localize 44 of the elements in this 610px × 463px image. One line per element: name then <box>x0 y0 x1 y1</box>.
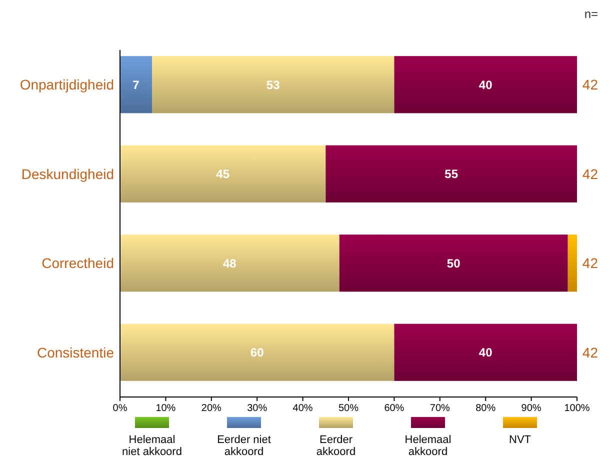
legend-label: NVT <box>509 434 532 446</box>
legend-label: Eerder niet akkoord <box>217 434 271 458</box>
x-tick-label: 20% <box>201 403 222 414</box>
bar <box>394 324 577 381</box>
x-tick-label: 60% <box>384 403 404 414</box>
text: n= <box>584 7 598 21</box>
x-tick-label: 90% <box>521 403 542 414</box>
bar <box>120 324 394 381</box>
data-label: 53 <box>266 78 280 92</box>
text: 42 <box>582 166 598 182</box>
y-tick-label: Consistentie <box>36 344 114 360</box>
bar <box>120 234 340 292</box>
bar <box>120 56 152 114</box>
bar <box>339 234 568 292</box>
data-label: 7 <box>132 78 140 92</box>
bar <box>152 56 394 114</box>
bar <box>568 234 577 292</box>
legend-label: Helemaal akkoord <box>404 434 452 458</box>
x-tick-label: 70% <box>430 403 450 414</box>
x-tick-label: 50% <box>338 403 359 414</box>
x-tick-label: 10% <box>156 403 176 414</box>
x-tick-label: 0% <box>112 403 128 414</box>
data-label: 50 <box>446 256 461 270</box>
x-tick-label: 30% <box>247 403 268 414</box>
text: 42 <box>582 76 598 93</box>
bar <box>394 56 577 114</box>
bar <box>326 145 577 202</box>
data-label: 48 <box>223 256 237 270</box>
data-label: 40 <box>478 346 493 360</box>
y-tick-label: Correctheid <box>42 255 114 272</box>
data-label: 60 <box>250 346 264 360</box>
text: 42 <box>582 344 598 360</box>
text: 42 <box>582 255 598 272</box>
data-label: 45 <box>216 167 230 182</box>
y-tick-label: Deskundigheid <box>21 166 114 182</box>
legend-label: Eerder akkoord <box>316 434 356 458</box>
data-label: 40 <box>478 78 493 92</box>
x-tick-label: 40% <box>292 403 313 414</box>
y-tick-label: Onpartijdigheid <box>20 76 114 93</box>
data-label: 55 <box>444 167 458 182</box>
x-tick-label: 100% <box>564 403 590 414</box>
legend-label: Helemaal niet akkoord <box>122 434 182 458</box>
x-tick-label: 80% <box>476 403 496 414</box>
bar <box>120 145 326 202</box>
